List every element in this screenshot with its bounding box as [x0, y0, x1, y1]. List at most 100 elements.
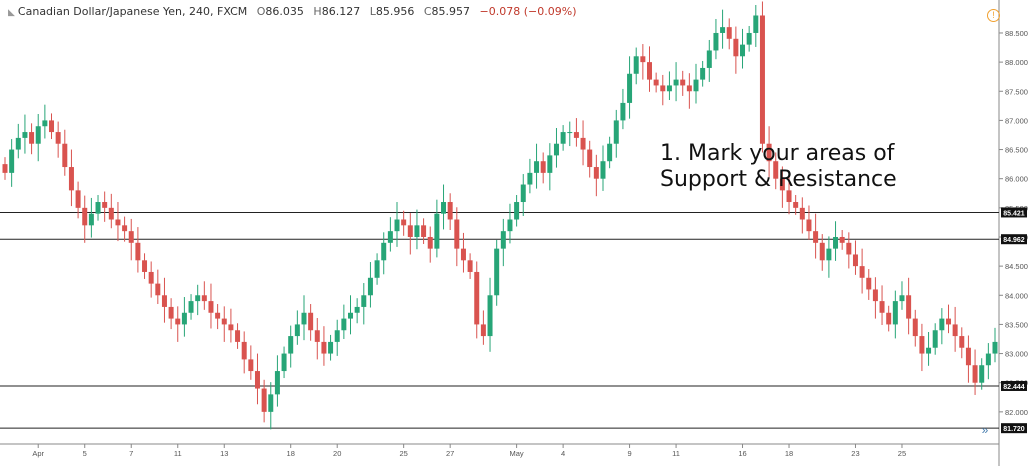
candle-body [553, 143, 559, 156]
y-tick-label: 88.500 [1005, 29, 1028, 38]
candle-body [387, 231, 393, 243]
candle-body [328, 341, 334, 354]
candle-body [587, 149, 593, 168]
candle-body [833, 236, 839, 249]
candle-body [952, 324, 958, 337]
candle-body [241, 341, 247, 360]
candle-body [95, 202, 101, 214]
level-price-label: 82.444 [1003, 384, 1025, 391]
candle-body [161, 295, 167, 307]
candle-body [487, 295, 493, 337]
candle-body [49, 120, 55, 133]
candle-body [839, 236, 845, 243]
candle-body [215, 312, 221, 319]
candle-body [846, 242, 852, 255]
candle-body [912, 318, 918, 337]
level-price-tag [1001, 380, 1027, 391]
candle-body [447, 202, 453, 220]
candle-body [979, 365, 985, 383]
x-tick-label: 25 [898, 449, 906, 458]
x-tick-label: 13 [220, 449, 228, 458]
candle-body [201, 295, 207, 302]
annotation-line-2: Support & Resistance [660, 167, 897, 192]
candle-body [633, 56, 639, 74]
y-tick-label: 86.500 [1005, 146, 1028, 155]
candle-body [906, 295, 912, 319]
candle-body [985, 353, 991, 366]
plot-area [0, 0, 999, 444]
candle-body [341, 318, 347, 331]
candle-body [640, 56, 646, 63]
candle-body [142, 260, 148, 272]
annotation-line-1: 1. Mark your areas of [660, 141, 895, 166]
candle-body [480, 324, 486, 337]
y-tick-label: 86.000 [1005, 175, 1028, 184]
candle-body [55, 132, 61, 144]
candle-body [374, 260, 380, 278]
high-label: H [313, 5, 322, 18]
candle-body [666, 85, 672, 92]
candle-body [713, 32, 719, 51]
candle-body [646, 62, 652, 80]
candle-body [254, 371, 260, 389]
y-tick-label: 87.000 [1005, 116, 1028, 125]
candle-body [35, 126, 41, 144]
level-price-tag [1001, 207, 1027, 218]
candle-body [29, 132, 35, 144]
candle-body [88, 213, 94, 226]
scroll-to-realtime-icon[interactable]: » [981, 423, 989, 437]
candle-body [806, 219, 812, 232]
candle-body [693, 79, 699, 92]
candle-body [261, 388, 267, 412]
candle-body [367, 277, 373, 296]
candle-body [627, 73, 633, 103]
candle-body [733, 38, 739, 57]
candle-body [394, 219, 400, 232]
annotation-text: 1. Mark your areas of Support & Resistan… [660, 141, 897, 193]
candle-body [68, 167, 74, 191]
candle-body [866, 277, 872, 290]
candle-body [965, 347, 971, 366]
candle-body [441, 202, 447, 214]
candle-body [607, 143, 613, 162]
candle-body [500, 231, 506, 249]
candle-body [859, 266, 865, 278]
collapse-icon[interactable]: ◣ [8, 8, 15, 18]
candle-body [42, 120, 48, 127]
candle-body [507, 219, 513, 232]
x-tick-label: May [510, 449, 524, 458]
x-tick-label: 20 [333, 449, 341, 458]
candle-body [813, 231, 819, 243]
close-value: 85.957 [431, 5, 471, 18]
change-value: −0.078 (−0.09%) [479, 5, 577, 18]
candle-body [753, 15, 759, 33]
candle-body [740, 44, 746, 57]
y-tick-label: 82.000 [1005, 408, 1028, 417]
candle-body [567, 132, 573, 134]
candle-body [939, 318, 945, 331]
candle-body [494, 248, 500, 296]
candle-body [381, 242, 387, 261]
alert-icon[interactable]: ! [987, 9, 1000, 22]
candle-body [892, 301, 898, 325]
candle-body [514, 202, 520, 220]
candle-body [235, 330, 241, 342]
candle-body [467, 260, 473, 272]
candle-body [15, 137, 21, 150]
y-tick-label: 83.500 [1005, 320, 1028, 329]
candle-body [281, 353, 287, 372]
candle-body [759, 15, 765, 144]
close-label: C [423, 5, 432, 18]
candle-body [726, 27, 732, 39]
candle-body [972, 365, 978, 383]
candle-body [155, 283, 161, 296]
candle-body [926, 347, 932, 354]
candle-body [660, 85, 666, 92]
candle-body [427, 236, 433, 249]
candle-body [773, 161, 779, 179]
y-tick-label: 87.500 [1005, 87, 1028, 96]
level-price-tag [1001, 423, 1027, 434]
candle-body [195, 295, 201, 302]
candle-body [421, 225, 427, 237]
